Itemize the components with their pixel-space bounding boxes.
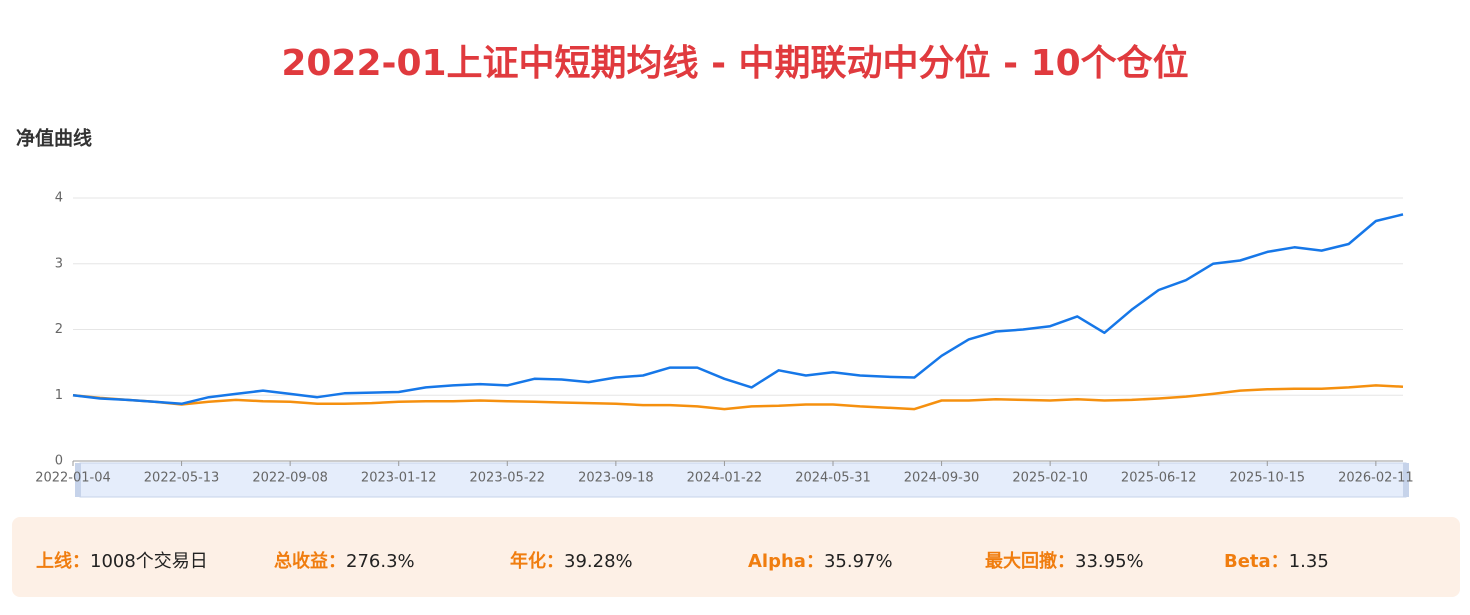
y-tick-label: 0 <box>55 454 63 469</box>
stat-label: Beta： <box>1224 551 1289 572</box>
x-tick-label: 2026-02-11 <box>1338 471 1414 486</box>
stat-label: 总收益： <box>274 551 346 572</box>
stat-label: 年化： <box>510 551 564 572</box>
x-tick-label: 2025-02-10 <box>1012 471 1088 486</box>
x-tick-label: 2022-05-13 <box>144 471 220 486</box>
zoom-handle[interactable] <box>1403 463 1409 497</box>
stat: 总收益：276.3% <box>274 547 415 573</box>
x-tick-label: 2024-01-22 <box>687 471 763 486</box>
zoom-handle[interactable] <box>75 463 81 497</box>
x-tick-label: 2022-09-08 <box>252 471 328 486</box>
stat-label: 上线： <box>36 551 90 572</box>
stat-value: 1008个交易日 <box>90 551 208 572</box>
stat: 最大回撤：33.95% <box>985 547 1144 573</box>
stat-value: 276.3% <box>346 551 415 572</box>
stats-panel: 上线：1008个交易日 总收益：276.3% 年化：39.28% Alpha：35.9… <box>12 517 1460 597</box>
stat-label: 最大回撤： <box>985 551 1075 572</box>
x-tick-label: 2024-05-31 <box>795 471 871 486</box>
y-tick-label: 3 <box>55 256 63 271</box>
chart-title: 净值曲线 <box>16 127 92 150</box>
y-tick-label: 2 <box>55 322 63 337</box>
stat: 年化：39.28% <box>510 547 633 573</box>
stat-value: 33.95% <box>1075 551 1144 572</box>
series-line <box>72 213 1404 406</box>
stat: 上线：1008个交易日 <box>36 547 208 573</box>
series-line <box>72 384 1404 411</box>
x-tick-label: 2024-09-30 <box>904 471 980 486</box>
y-tick-label: 1 <box>55 388 63 403</box>
stat: Beta：1.35 <box>1224 547 1329 573</box>
stat-value: 35.97% <box>823 551 893 572</box>
zoom-slider[interactable] <box>79 462 1407 498</box>
stat-label: Alpha： <box>748 551 824 572</box>
page-title: 2022-01上证中短期均线 - 中期联动中分位 - 10个仓位 <box>281 43 1189 84</box>
x-tick-label: 2025-06-12 <box>1121 471 1197 486</box>
stat: Alpha：35.97% <box>748 547 893 573</box>
x-tick-label: 2023-01-12 <box>361 471 437 486</box>
stat-value: 39.28% <box>564 551 633 572</box>
x-tick-label: 2025-10-15 <box>1230 471 1306 486</box>
stat-value: 1.35 <box>1288 551 1329 572</box>
x-tick-label: 2022-01-04 <box>35 471 111 486</box>
y-tick-label: 4 <box>55 191 63 206</box>
x-tick-label: 2023-09-18 <box>578 471 654 486</box>
x-tick-label: 2023-05-22 <box>470 471 546 486</box>
chart: 净值曲线 0 1 2 3 4 2022-01-04 2022-05-13 2022-09-08… <box>16 127 1414 498</box>
